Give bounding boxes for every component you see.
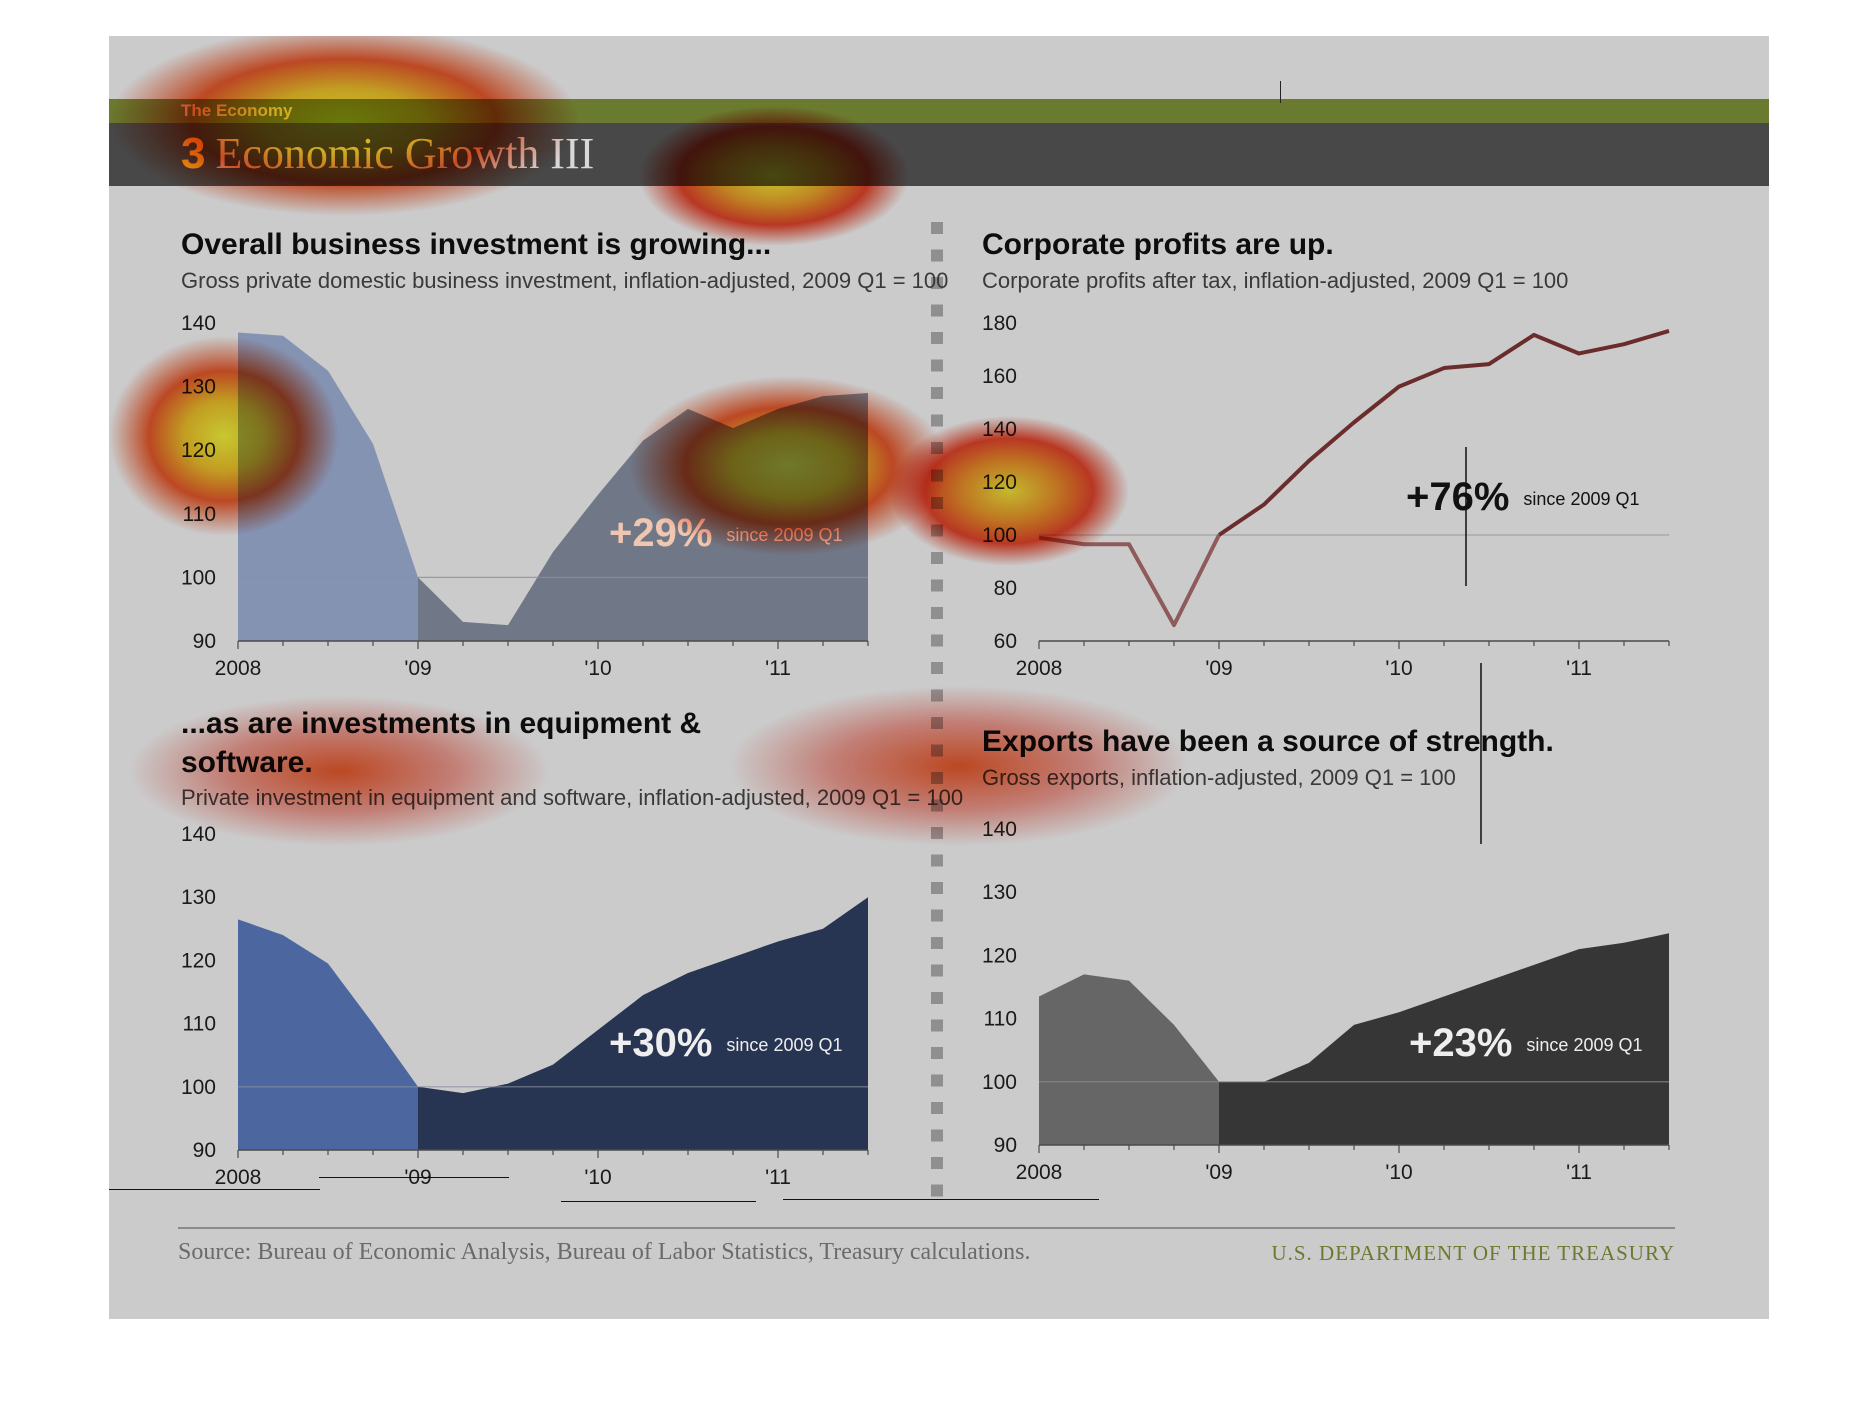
y-tick-label: 120 xyxy=(982,471,1017,494)
x-tick-label: '10 xyxy=(584,1166,611,1189)
cursor-mark xyxy=(1280,81,1281,103)
y-tick-label: 130 xyxy=(181,886,216,909)
callout-note: since 2009 Q1 xyxy=(726,525,842,545)
area-post-2009 xyxy=(1219,933,1669,1145)
y-tick-label: 100 xyxy=(181,1076,216,1099)
area-pre-2009 xyxy=(238,332,418,641)
y-tick-label: 140 xyxy=(982,818,1017,841)
y-tick-label: 90 xyxy=(193,630,216,653)
y-tick-label: 120 xyxy=(181,439,216,462)
y-tick-label: 140 xyxy=(181,823,216,846)
callout-note: since 2009 Q1 xyxy=(1526,1035,1642,1055)
chart-title: ...as are investments in equipment & xyxy=(181,707,701,740)
x-tick-label: '11 xyxy=(765,657,791,680)
x-tick-label: '11 xyxy=(1566,1161,1592,1184)
growth-callout: +76% xyxy=(1406,475,1509,519)
x-tick-label: '10 xyxy=(584,657,611,680)
y-tick-label: 140 xyxy=(181,312,216,335)
y-tick-label: 90 xyxy=(994,1134,1017,1157)
y-tick-label: 120 xyxy=(982,944,1017,967)
area-pre-2009 xyxy=(1039,974,1219,1145)
chart-subtitle: Corporate profits after tax, inflation-a… xyxy=(982,268,1568,293)
x-tick-label: 2008 xyxy=(215,657,262,680)
chart-title: Overall business investment is growing..… xyxy=(181,228,771,261)
x-tick-label: '09 xyxy=(1205,657,1232,680)
callout-note: since 2009 Q1 xyxy=(1523,489,1639,509)
chart-title: Exports have been a source of strength. xyxy=(982,725,1554,758)
brand-wordmark: U.S. DEPARTMENT OF THE TREASURY xyxy=(1271,1241,1675,1265)
area-pre-2009 xyxy=(238,919,418,1150)
slide: The Economy 3 Economic Growth III Overall… xyxy=(109,36,1769,1319)
y-tick-label: 130 xyxy=(982,881,1017,904)
underline-mark xyxy=(561,1201,756,1202)
x-tick-label: 2008 xyxy=(1016,657,1063,680)
y-tick-label: 100 xyxy=(982,524,1017,547)
chart-subtitle: Gross private domestic business investme… xyxy=(181,268,948,293)
x-tick-label: '11 xyxy=(1566,657,1592,680)
footer-rule xyxy=(178,1227,1675,1229)
y-tick-label: 180 xyxy=(982,312,1017,335)
chart-title: Corporate profits are up. xyxy=(982,228,1334,261)
y-tick-label: 160 xyxy=(982,365,1017,388)
growth-callout: +23% xyxy=(1409,1021,1512,1065)
charts-canvas: Overall business investment is growing..… xyxy=(181,228,1670,1189)
x-tick-label: '10 xyxy=(1385,657,1412,680)
y-tick-label: 120 xyxy=(181,949,216,972)
y-tick-label: 80 xyxy=(994,577,1017,600)
x-tick-label: 2008 xyxy=(1016,1161,1063,1184)
underline-mark xyxy=(319,1177,509,1178)
x-tick-label: 2008 xyxy=(215,1166,262,1189)
y-tick-label: 100 xyxy=(982,1071,1017,1094)
y-tick-label: 90 xyxy=(193,1139,216,1162)
x-tick-label: '09 xyxy=(1205,1161,1232,1184)
x-tick-label: '09 xyxy=(404,657,431,680)
chart-title: software. xyxy=(181,746,313,779)
series-line-pre-2009 xyxy=(1038,534,1221,628)
y-tick-label: 60 xyxy=(994,630,1017,653)
series-line-post-2009 xyxy=(1217,329,1670,537)
callout-note: since 2009 Q1 xyxy=(726,1035,842,1055)
y-tick-label: 140 xyxy=(982,418,1017,441)
y-tick-label: 100 xyxy=(181,566,216,589)
x-tick-label: '10 xyxy=(1385,1161,1412,1184)
growth-callout: +29% xyxy=(609,511,712,555)
underline-mark xyxy=(783,1199,1099,1200)
y-tick-label: 130 xyxy=(181,376,216,399)
underline-mark xyxy=(109,1189,320,1190)
source-note: Source: Bureau of Economic Analysis, Bur… xyxy=(178,1239,1031,1265)
x-tick-label: '11 xyxy=(765,1166,791,1189)
y-tick-label: 110 xyxy=(183,1013,216,1036)
y-tick-label: 110 xyxy=(183,503,216,526)
y-tick-label: 110 xyxy=(984,1008,1017,1031)
chart-subtitle: Gross exports, inflation-adjusted, 2009 … xyxy=(982,765,1456,790)
chart-subtitle: Private investment in equipment and soft… xyxy=(181,785,963,810)
growth-callout: +30% xyxy=(609,1021,712,1065)
